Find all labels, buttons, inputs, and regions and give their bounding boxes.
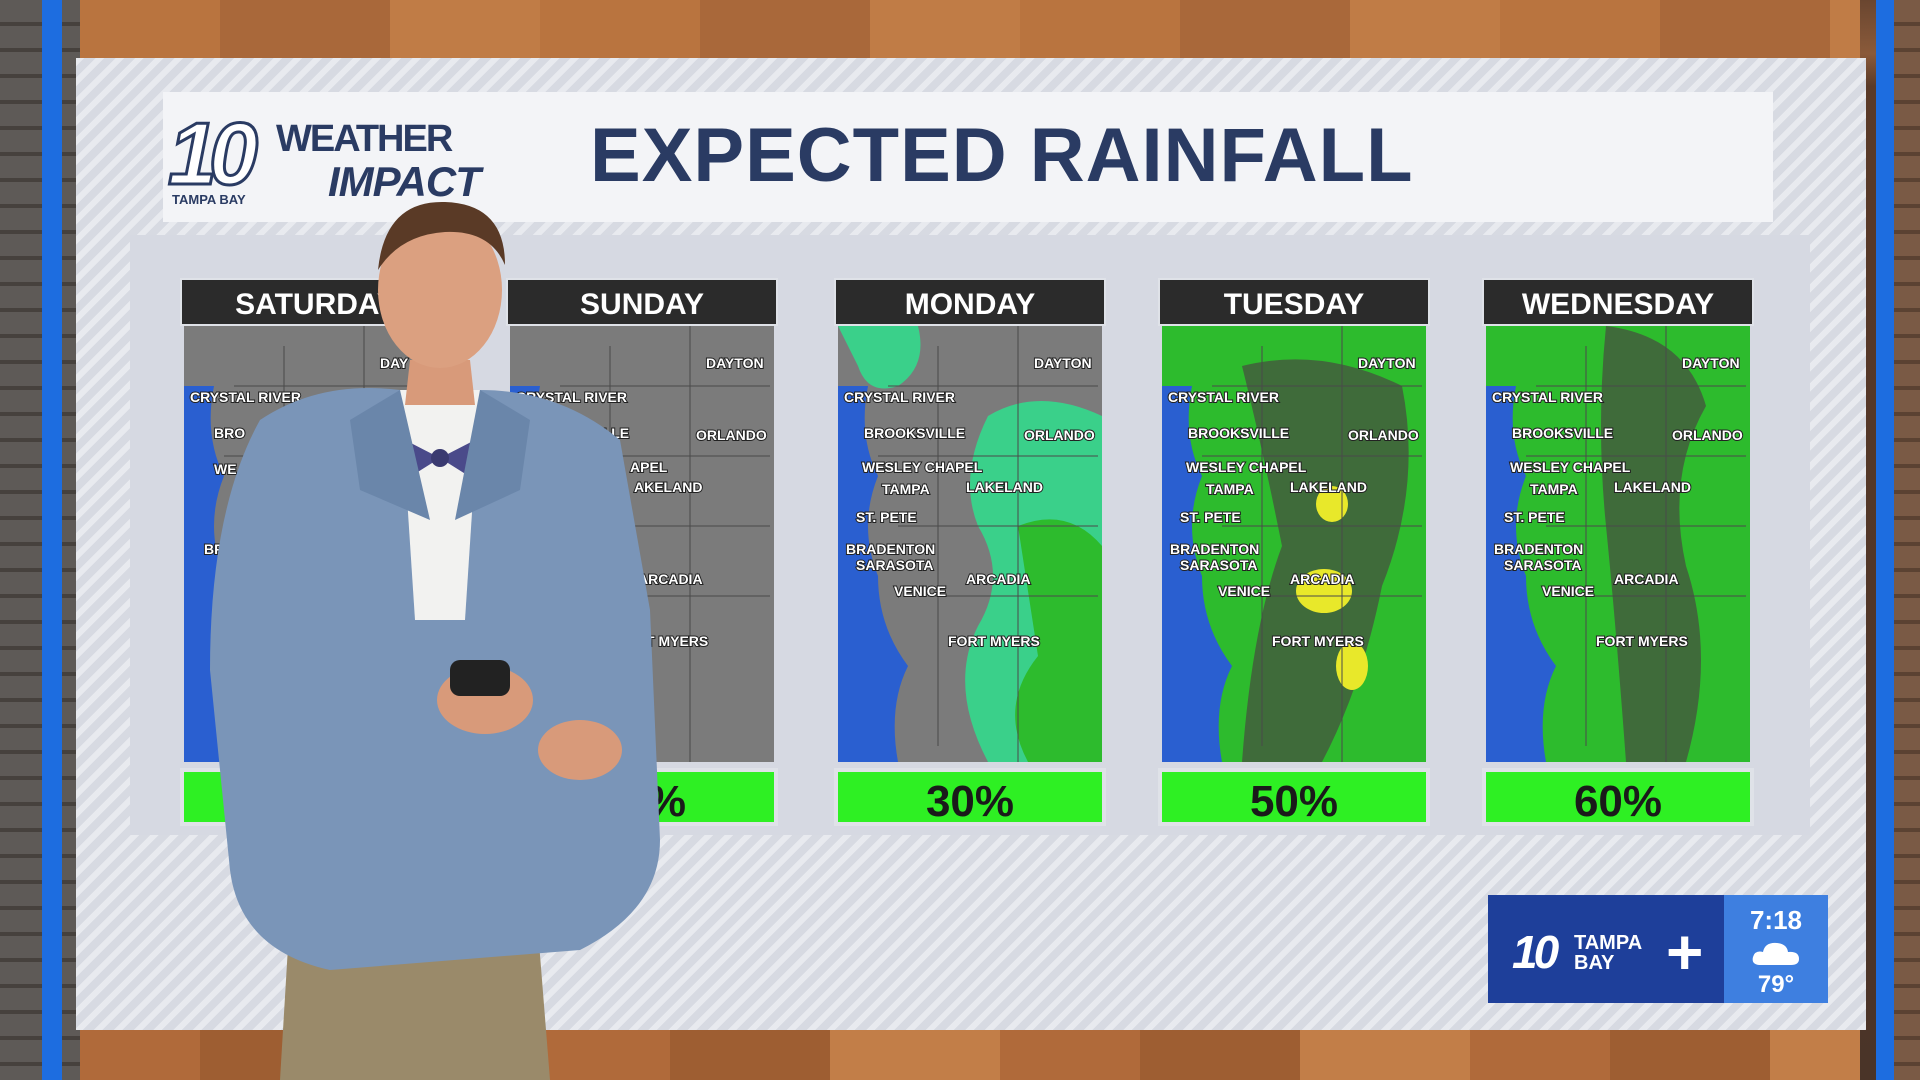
city-label: ST. PETE	[856, 509, 917, 525]
city-label: DAYTON	[1358, 355, 1416, 371]
plus-icon: +	[1666, 916, 1704, 988]
map-graphic: DAYTON CRYSTAL RIVER BROOKSVILLE ORLANDO WES…	[838, 326, 1102, 762]
city-label: ST. PETE	[1504, 509, 1565, 525]
rainfall-map: DAYTON CRYSTAL RIVER BROOKSVILLE ORLANDO WES…	[1486, 326, 1750, 762]
station-name-line1: TAMPA	[1574, 932, 1643, 954]
city-label: WESLEY CHAPEL	[862, 459, 983, 475]
city-label: SARASOTA	[1504, 557, 1582, 573]
city-label: FORT MYERS	[1596, 633, 1688, 649]
day-card-wednesday: WEDNESDAY DAYTON CRYSTAL RIVER BROOKSVILLE…	[1482, 278, 1754, 830]
rainfall-map: DAYTON CRYSTAL RIVER BROOKSVILLE ORLANDO WES…	[838, 326, 1102, 762]
city-label: ARCADIA	[1290, 571, 1355, 587]
logo-station: TAMPA BAY	[172, 192, 246, 207]
city-label: TAMPA	[1530, 481, 1578, 497]
city-label: WE	[214, 461, 237, 477]
graphic-title: EXPECTED RAINFALL	[590, 113, 1414, 198]
city-label: ORLANDO	[1024, 427, 1095, 443]
city-label: DAY	[380, 355, 409, 371]
station-logo-panel: 10 TAMPA BAY +	[1488, 895, 1724, 1003]
city-label: BROOKSVILLE	[1512, 425, 1613, 441]
graphic-header	[163, 92, 1773, 222]
station-bug: 10 TAMPA BAY + 7:18 79°	[1488, 895, 1828, 1003]
day-label: WEDNESDAY	[1482, 278, 1754, 326]
city-label: WESLEY CHAPEL	[1186, 459, 1307, 475]
city-label: ARCADIA	[1614, 571, 1679, 587]
city-label: BRADENTON	[1494, 541, 1583, 557]
day-card-monday: MONDAY DAYTON CRYSTAL RIVER BROOKSVILLE ORL…	[834, 278, 1106, 830]
city-label: ST. PETE	[1180, 509, 1241, 525]
city-label: AKELAND	[634, 479, 702, 495]
city-label: ORLANDO	[696, 427, 767, 443]
station-name-line2: BAY	[1574, 952, 1615, 974]
screen-frame	[42, 0, 1894, 1080]
city-label: ARCADIA	[638, 571, 703, 587]
city-label: ARCADIA	[966, 571, 1031, 587]
city-label: DAYTON	[1682, 355, 1740, 371]
day-label: SUNDAY	[506, 278, 778, 326]
city-label: LAKELAND	[1290, 479, 1367, 495]
current-time: 7:18	[1749, 905, 1803, 935]
city-label: CRYSTAL RIVER	[190, 389, 301, 405]
city-label: T MYERS	[646, 633, 708, 649]
city-label: BRADENTON	[846, 541, 935, 557]
day-card-tuesday: TUESDAY DAYTON CRYSTAL RIVER BROOKSVILLE OR…	[1158, 278, 1430, 830]
weather-impact-logo: 10 WEATHER IMPACT TAMPA BAY	[167, 104, 528, 210]
city-label: VENICE	[894, 583, 946, 599]
day-label: MONDAY	[834, 278, 1106, 326]
city-label: SARASOTA	[1180, 557, 1258, 573]
city-label: VENICE	[1542, 583, 1594, 599]
city-label: CRYSTAL RIVER	[1168, 389, 1279, 405]
city-label: WESLEY CHAPEL	[1510, 459, 1631, 475]
city-label: BRO	[214, 425, 245, 441]
rainfall-map: DAYTON CRYSTAL RIVER BROOKSVILLE ORLANDO WES…	[1162, 326, 1426, 762]
city-label: DAYTON	[1034, 355, 1092, 371]
map-graphic: DAYTON CRYSTAL RIVER BROOKSVILLE ORLANDO WES…	[1162, 326, 1426, 762]
current-temperature: 79°	[1757, 971, 1795, 998]
city-label: LAKELAND	[966, 479, 1043, 495]
wood-panel-top	[60, 0, 1860, 60]
city-label: VENICE	[1218, 583, 1270, 599]
meteorologist	[210, 201, 660, 1080]
rain-chance: 30%	[834, 768, 1106, 826]
city-label: CRYSTAL RIVER	[1492, 389, 1603, 405]
city-label: FORT MYERS	[948, 633, 1040, 649]
city-label: DAYTON	[706, 355, 764, 371]
logo-weather: WEATHER	[276, 118, 453, 160]
city-label: LAKELAND	[1614, 479, 1691, 495]
city-label: BROOKSVILLE	[1188, 425, 1289, 441]
city-label: ORLANDO	[1672, 427, 1743, 443]
cloud-icon	[1752, 942, 1799, 965]
city-label: TAMPA	[882, 481, 930, 497]
day-label: TUESDAY	[1158, 278, 1430, 326]
city-label: SARASOTA	[856, 557, 934, 573]
city-label: CRYSTAL RIVER	[844, 389, 955, 405]
city-label: TAMPA	[1206, 481, 1254, 497]
brick-wall-left	[0, 0, 80, 1080]
station-number: 10	[1512, 926, 1559, 978]
logo-impact: IMPACT	[328, 158, 481, 205]
city-label: APEL	[630, 459, 668, 475]
city-label: FORT MYERS	[1272, 633, 1364, 649]
logo-number: 10	[167, 104, 260, 203]
station-name: TAMPA BAY	[1574, 933, 1642, 973]
city-label: BROOKSVILLE	[864, 425, 965, 441]
city-label: ORLANDO	[1348, 427, 1419, 443]
rain-chance: 50%	[1158, 768, 1430, 826]
time-weather-panel: 7:18 79°	[1724, 895, 1828, 1003]
rain-chance: 60%	[1482, 768, 1754, 826]
city-label: BRADENTON	[1170, 541, 1259, 557]
map-graphic: DAYTON CRYSTAL RIVER BROOKSVILLE ORLANDO WES…	[1486, 326, 1750, 762]
